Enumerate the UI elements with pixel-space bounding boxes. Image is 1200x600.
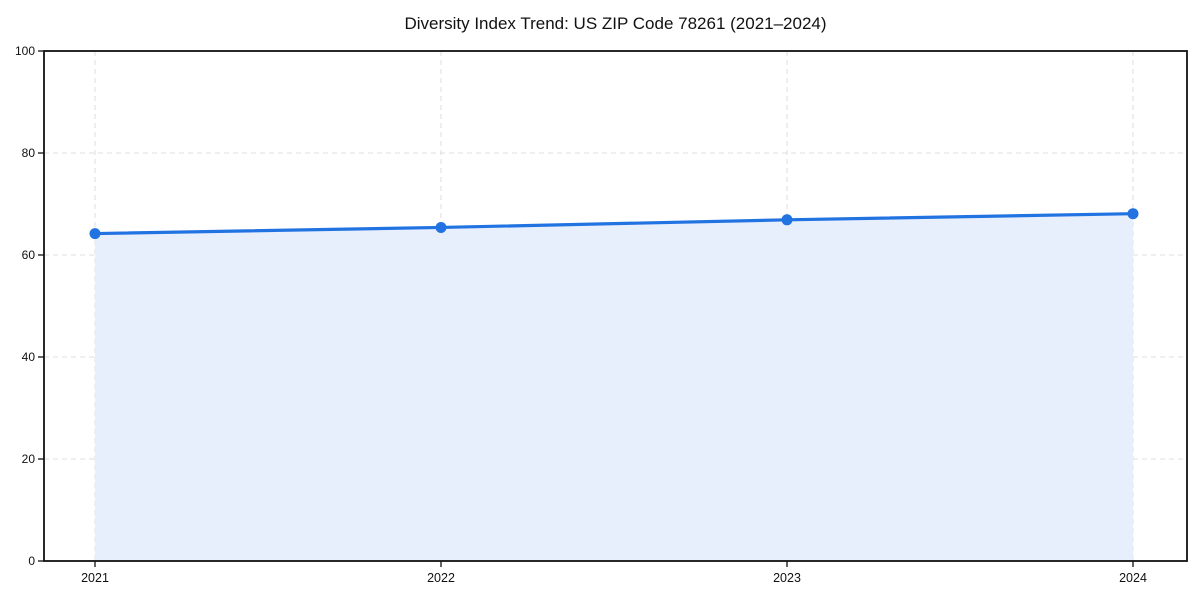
chart-title: Diversity Index Trend: US ZIP Code 78261…	[404, 14, 827, 33]
data-point-2021	[89, 228, 101, 240]
trend-line	[93, 212, 1135, 236]
data-point-2023	[781, 214, 793, 226]
y-tick-label: 0	[28, 554, 35, 568]
y-tick-label: 100	[15, 44, 35, 58]
y-tick-label: 60	[22, 248, 36, 262]
x-tick-label: 2024	[1119, 571, 1147, 585]
y-tick-label: 20	[22, 452, 36, 466]
data-point-2024	[1127, 208, 1139, 220]
plot-border	[43, 50, 1188, 562]
x-tick-label: 2021	[81, 571, 109, 585]
y-tick-label: 80	[22, 146, 36, 160]
y-tick-label: 40	[22, 350, 36, 364]
x-tick-label: 2023	[773, 571, 801, 585]
area-fill	[95, 213, 1133, 561]
data-point-2022	[435, 221, 447, 233]
x-tick-label: 2022	[427, 571, 455, 585]
